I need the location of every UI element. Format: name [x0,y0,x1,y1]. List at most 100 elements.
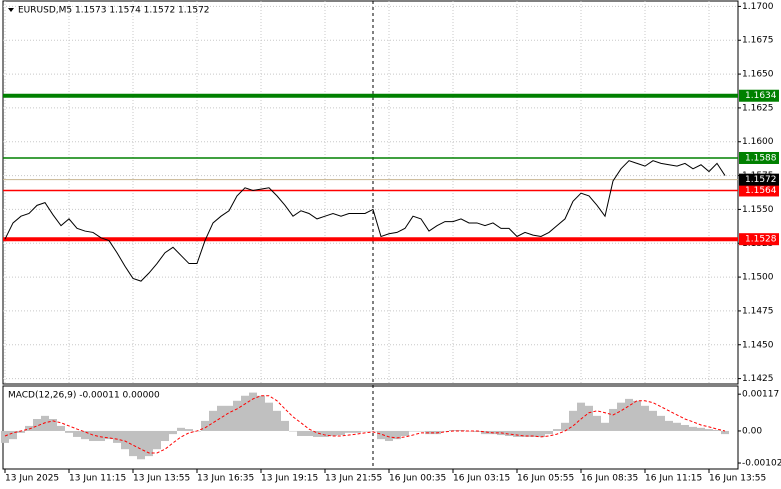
signal-line [4,395,726,454]
macd-bar [257,395,265,431]
macd-header: MACD(12,26,9) -0.00011 0.00000 [8,391,160,401]
macd-bar [105,430,113,440]
level-label-box [739,89,779,102]
price-header: EURUSD,M5 1.1573 1.1574 1.1572 1.1572 [18,6,210,16]
macd-bar [33,419,41,431]
macd-bar [137,430,145,460]
macd-bar [465,430,473,432]
macd-bar [649,410,657,431]
level-label: 1.1528 [745,235,777,245]
macd-bar [393,430,401,440]
macd-bar [697,427,705,431]
macd-bar [689,426,697,431]
level-label: 1.1588 [745,153,777,163]
y-tick-label: 0.00117 [742,390,779,400]
macd-bar [665,420,673,431]
macd-bar [553,429,561,431]
macd-bar [273,410,281,431]
macd-bar [73,430,81,437]
y-tick-label: 1.1675 [742,36,774,46]
macd-bar [113,430,121,443]
x-tick-label: 16 Jun 03:15 [453,474,510,484]
macd-bar [145,430,153,457]
macd-bar [41,415,49,431]
macd-bar [217,405,225,431]
macd-bar [361,430,369,432]
x-tick-label: 13 Jun 13:55 [133,474,190,484]
macd-bar [513,430,521,437]
last-price-box [739,173,779,186]
macd-bar [713,430,721,431]
level-label: 1.1564 [745,186,777,196]
macd-bar [97,430,105,442]
macd-bar [201,420,209,431]
macd-bar [545,430,553,435]
y-tick-label: 1.1625 [742,103,774,113]
macd-bar [9,430,17,440]
y-tick-label: 1.1450 [742,340,774,350]
macd-bar [625,398,633,431]
y-tick-label: 0.00 [742,426,762,436]
x-tick-label: 16 Jun 00:35 [389,474,446,484]
macd-bar [481,430,489,435]
macd-bar [121,430,129,450]
macd-bar [329,430,337,436]
macd-bar [249,392,257,431]
x-tick-label: 13 Jun 21:55 [325,474,382,484]
macd-bar [441,430,449,432]
macd-bar [337,430,345,436]
macd-bar [345,430,353,433]
macd-bar [153,430,161,450]
macd-bar [313,430,321,437]
macd-bar [721,430,729,435]
macd-bar [633,400,641,431]
macd-bar [225,405,233,431]
macd-bar [281,420,289,431]
macd-bar [1,430,9,443]
y-tick-label: 1.1550 [742,205,774,215]
macd-pane-frame [2,385,739,470]
y-tick-label: 1.1650 [742,70,774,80]
macd-bar [385,430,393,442]
macd-bar [369,430,377,432]
level-label-box [739,184,779,197]
level-label: 1.1634 [745,91,777,101]
macd-bar [681,424,689,431]
macd-bar [265,402,273,431]
macd-bar [209,410,217,431]
symbol-menu-icon [8,8,14,12]
y-tick-label: 1.1500 [742,273,774,283]
macd-bar [297,430,305,436]
macd-bar [169,430,177,435]
macd-bar [57,425,65,431]
macd-bar [81,430,89,440]
macd-bar [593,415,601,431]
macd-bar [617,402,625,431]
macd-bar [321,430,329,437]
level-label-box [739,233,779,246]
macd-bar [521,430,529,437]
x-tick-label: 13 Jun 19:15 [261,474,318,484]
macd-bar [177,427,185,431]
x-tick-label: 16 Jun 11:15 [645,474,702,484]
macd-bar [65,430,73,433]
macd-bar [505,430,513,436]
macd-bar [577,402,585,431]
x-tick-label: 16 Jun 05:55 [517,474,574,484]
macd-bar [25,425,33,431]
macd-bar [17,430,25,433]
macd-bar [705,429,713,431]
macd-bar [377,430,385,440]
price-line [4,160,726,282]
macd-bar [609,408,617,431]
last-price-label: 1.1572 [745,175,777,185]
macd-bar [537,430,545,437]
macd-bar [401,430,409,436]
macd-bar [641,405,649,431]
price-pane-frame [2,0,739,385]
macd-bar [305,430,313,436]
macd-bar [673,422,681,431]
